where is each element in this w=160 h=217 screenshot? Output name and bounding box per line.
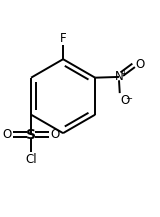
- Text: O: O: [50, 128, 59, 141]
- Text: N: N: [115, 70, 123, 83]
- Text: +: +: [120, 69, 127, 77]
- Text: O: O: [3, 128, 12, 141]
- Text: −: −: [126, 94, 133, 103]
- Text: S: S: [26, 128, 36, 142]
- Text: O: O: [120, 94, 130, 107]
- Text: Cl: Cl: [25, 153, 37, 166]
- Text: O: O: [135, 58, 144, 71]
- Text: F: F: [60, 31, 66, 44]
